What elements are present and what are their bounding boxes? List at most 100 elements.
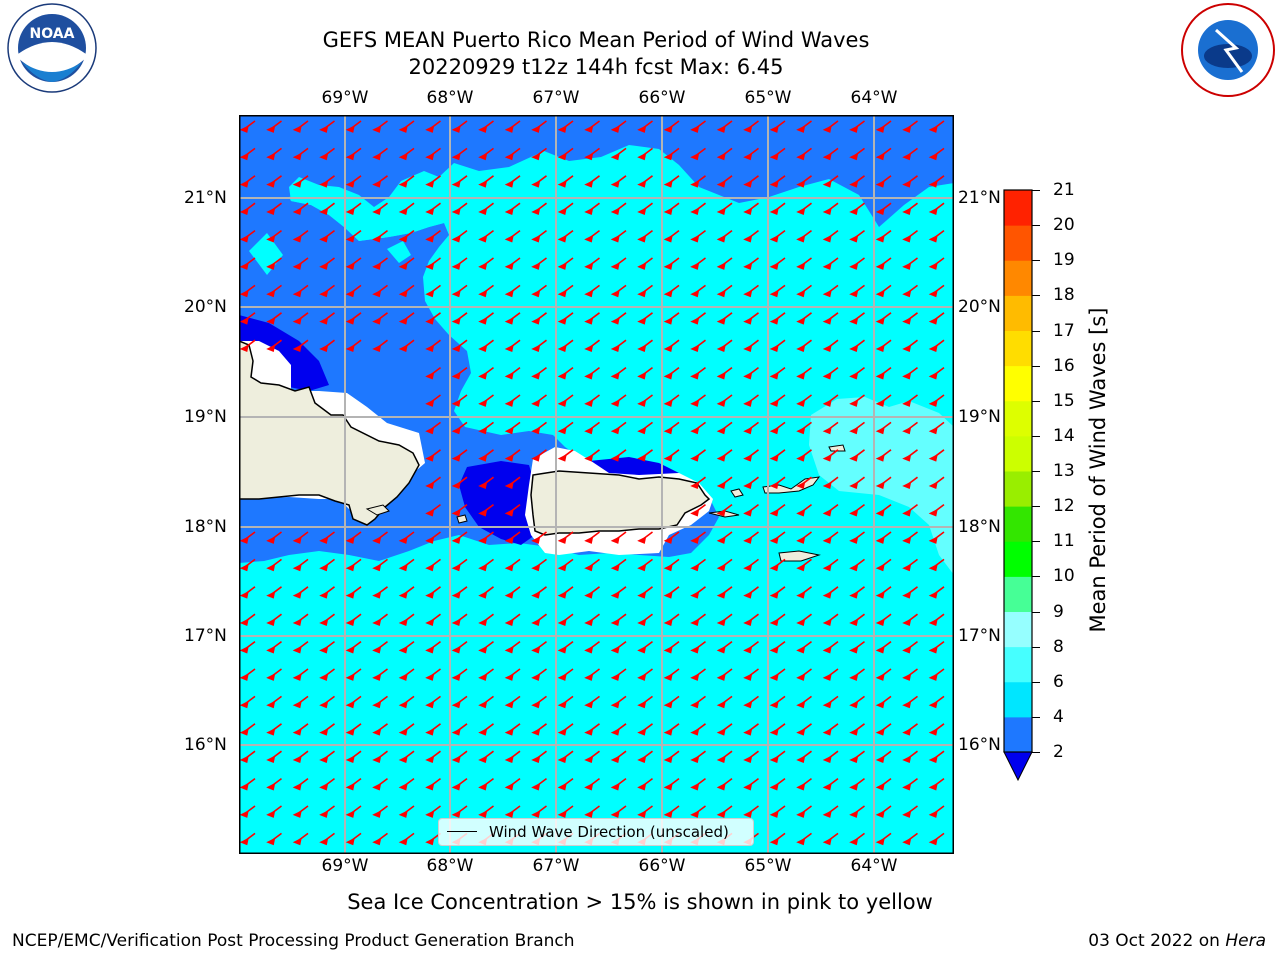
direction-arrow-head <box>531 317 541 325</box>
direction-arrow-head <box>690 454 700 462</box>
direction-arrow-head <box>637 426 647 435</box>
direction-arrow-head <box>663 728 673 736</box>
direction-arrow-head <box>557 289 567 298</box>
direction-arrow-head <box>928 810 938 818</box>
colorbar-tick-mark <box>1032 400 1040 402</box>
direction-arrow-head <box>266 837 276 846</box>
direction-arrow-head <box>557 180 567 188</box>
direction-arrow-head <box>769 645 779 654</box>
wave-period-map <box>239 115 954 854</box>
direction-arrow-head <box>292 125 302 133</box>
direction-arrow-head <box>902 454 912 462</box>
direction-arrow-head <box>637 755 647 764</box>
direction-arrow-head <box>637 728 647 736</box>
direction-arrow-head <box>451 508 461 517</box>
direction-arrow-head <box>478 700 488 709</box>
direction-arrow-head <box>716 371 726 380</box>
direction-arrow-head <box>690 152 700 161</box>
direction-arrow-head <box>663 399 673 407</box>
direction-arrow-head <box>345 180 355 188</box>
direction-arrow-head <box>902 536 912 544</box>
direction-arrow-head <box>796 673 806 681</box>
direction-arrow-head <box>743 426 753 435</box>
direction-arrow-head <box>928 317 938 325</box>
direction-arrow-head <box>425 673 435 681</box>
direction-arrow-head <box>902 591 912 599</box>
direction-arrow-head <box>372 317 382 325</box>
direction-arrow-head <box>239 289 249 298</box>
direction-arrow-head <box>822 371 832 380</box>
direction-arrow-head <box>769 454 779 462</box>
direction-arrow-head <box>319 180 329 188</box>
colorbar-segment <box>1004 576 1032 612</box>
colorbar-tick-mark <box>1032 365 1040 367</box>
direction-arrow-head <box>557 810 567 818</box>
direction-arrow-head <box>610 207 620 216</box>
direction-arrow-head <box>319 673 329 681</box>
direction-arrow-head <box>584 317 594 325</box>
direction-arrow-head <box>743 454 753 462</box>
direction-arrow-head <box>531 645 541 654</box>
direction-arrow-head <box>663 180 673 188</box>
direction-arrow-head <box>451 673 461 681</box>
direction-arrow-head <box>425 152 435 161</box>
direction-arrow-head <box>690 536 700 544</box>
direction-arrow-head <box>875 481 885 490</box>
direction-arrow-head <box>637 344 647 353</box>
direction-arrow-head <box>822 810 832 818</box>
direction-arrow-head <box>478 289 488 298</box>
direction-arrow-head <box>398 810 408 818</box>
direction-arrow-head <box>425 426 435 435</box>
direction-arrow-head <box>478 344 488 353</box>
direction-arrow-head <box>584 180 594 188</box>
direction-arrow-head <box>690 125 700 133</box>
direction-arrow-head <box>875 125 885 133</box>
colorbar-tick-label: 9 <box>1053 601 1064 622</box>
direction-arrow-head <box>319 262 329 270</box>
lon-tick-bottom: 69°W <box>321 856 369 876</box>
direction-arrow-head <box>266 645 276 654</box>
direction-arrow-head <box>451 755 461 764</box>
direction-arrow-head <box>610 755 620 764</box>
direction-arrow-head <box>345 782 355 791</box>
direction-arrow-head <box>425 371 435 380</box>
direction-arrow-head <box>663 344 673 353</box>
direction-arrow-head <box>398 262 408 270</box>
direction-arrow-head <box>504 234 514 243</box>
direction-arrow-head <box>902 426 912 435</box>
direction-arrow-head <box>451 399 461 407</box>
direction-arrow-head <box>478 536 488 544</box>
direction-arrow-head <box>451 207 461 216</box>
direction-arrow-head <box>928 536 938 544</box>
direction-arrow-head <box>345 125 355 133</box>
direction-arrow-head <box>292 673 302 681</box>
direction-arrow-head <box>637 673 647 681</box>
direction-arrow-head <box>266 618 276 627</box>
direction-arrow-head <box>849 371 859 380</box>
direction-arrow-head <box>690 426 700 435</box>
direction-arrow-head <box>398 837 408 846</box>
lat-tick-right: 21°N <box>958 188 1001 208</box>
direction-arrow-head <box>584 399 594 407</box>
direction-arrow-head <box>531 536 541 544</box>
direction-arrow-head <box>663 700 673 709</box>
direction-arrow-head <box>425 344 435 353</box>
direction-arrow-head <box>451 262 461 270</box>
direction-arrow-head <box>663 207 673 216</box>
direction-arrow-head <box>557 728 567 736</box>
wind-wave-direction-arrows <box>239 120 945 846</box>
direction-arrow-head <box>796 536 806 544</box>
colorbar-segment <box>1004 716 1032 753</box>
direction-arrow-head <box>239 700 249 709</box>
direction-arrow-head <box>584 728 594 736</box>
direction-arrow-head <box>743 262 753 270</box>
direction-arrow-head <box>425 837 435 846</box>
direction-arrow-head <box>769 426 779 435</box>
direction-arrow-head <box>610 399 620 407</box>
direction-arrow-head <box>531 618 541 627</box>
direction-arrow-head <box>531 755 541 764</box>
direction-arrow-head <box>849 481 859 490</box>
direction-arrow-head <box>372 700 382 709</box>
direction-arrow-head <box>610 536 620 544</box>
direction-arrow-head <box>584 645 594 654</box>
